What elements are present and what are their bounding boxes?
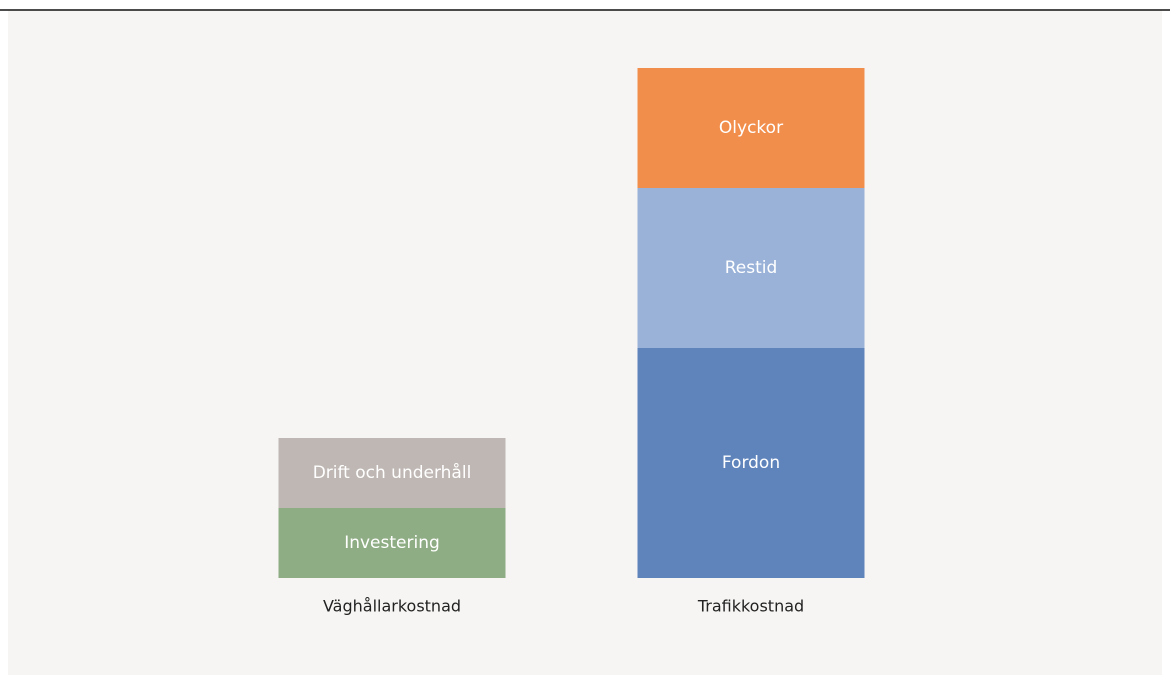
background xyxy=(8,10,1162,675)
category-label: Trafikkostnad xyxy=(697,597,804,616)
bar-segment xyxy=(637,348,865,578)
segment-label: Restid xyxy=(725,258,778,278)
category-label: Väghållarkostnad xyxy=(323,597,461,616)
bar-segment xyxy=(278,508,506,578)
bar-segment xyxy=(637,188,865,348)
segment-label: Drift och underhåll xyxy=(313,462,472,483)
segment-label: Investering xyxy=(344,533,440,553)
segment-label: Fordon xyxy=(722,453,780,473)
segment-label: Olyckor xyxy=(719,118,783,138)
bar-segment xyxy=(278,438,506,508)
bar-segment xyxy=(637,68,865,188)
